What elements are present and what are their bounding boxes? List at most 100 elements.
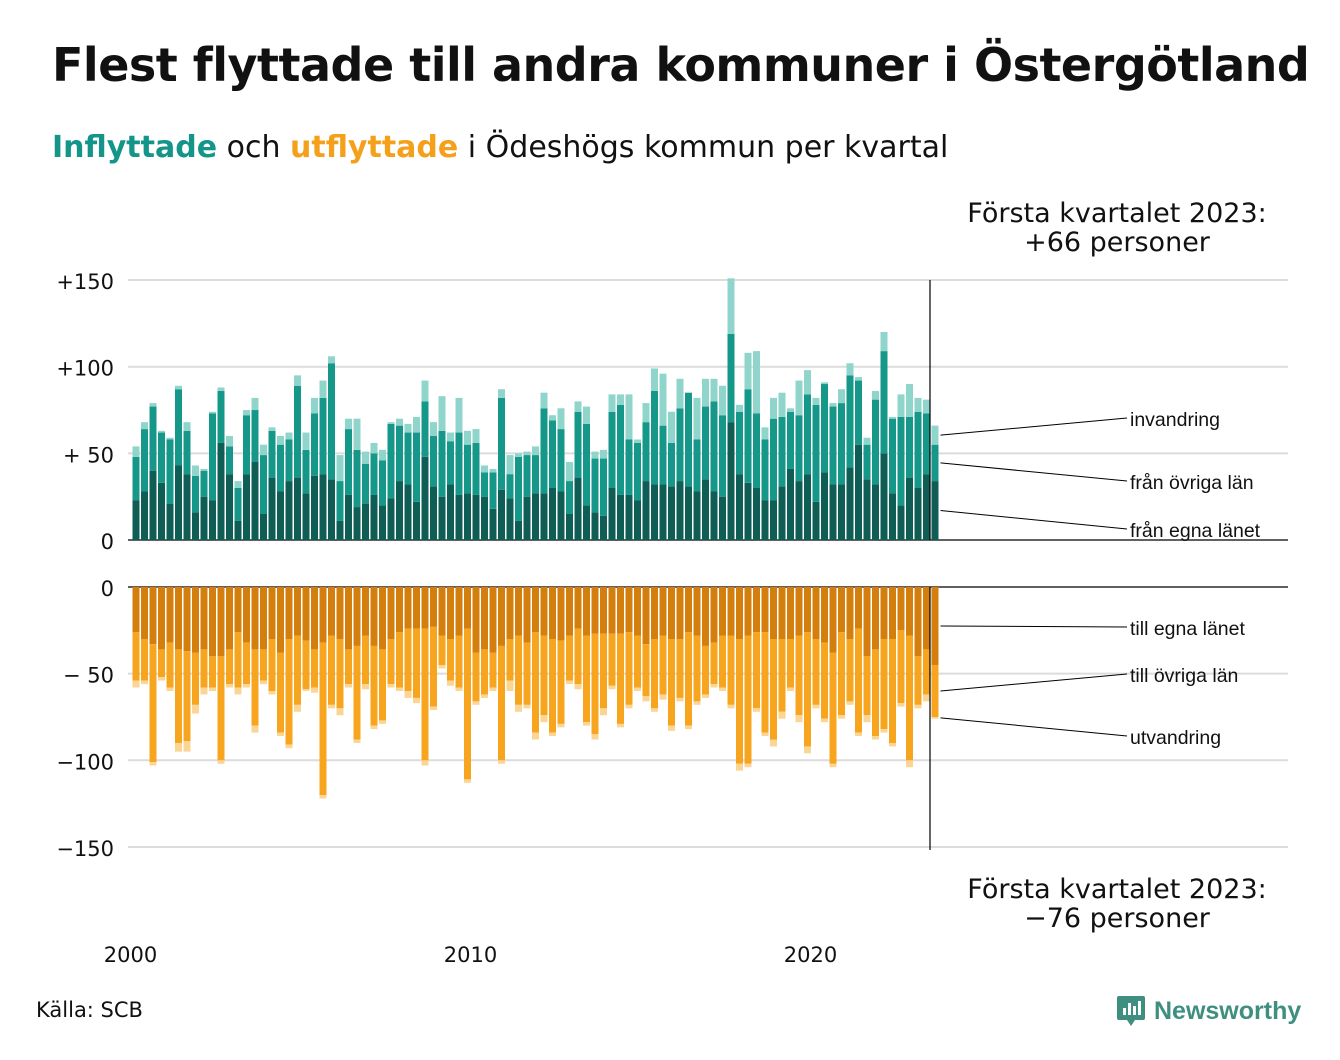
bar-inflow-egna	[379, 505, 386, 540]
bar-inflow-egna	[234, 520, 242, 540]
bar-outflow-ovriga	[260, 649, 267, 681]
bar-inflow-invandring	[294, 375, 301, 386]
bar-inflow-invandring	[889, 416, 896, 419]
bar-inflow-invandring	[617, 394, 624, 405]
bar-outflow-egna	[804, 587, 811, 633]
bar-inflow-ovriga	[404, 432, 412, 485]
bar-outflow-ovriga	[523, 642, 531, 705]
bar-inflow-invandring	[421, 380, 429, 402]
bar-inflow-egna	[761, 500, 769, 540]
bar-outflow-egna	[217, 587, 225, 657]
bar-inflow-invandring	[370, 442, 378, 454]
bar-inflow-egna	[829, 484, 837, 540]
bar-inflow-invandring	[285, 432, 293, 440]
bar-outflow-ovriga	[515, 635, 522, 705]
bar-inflow-ovriga	[872, 399, 879, 485]
bar-inflow-invandring	[855, 377, 862, 381]
bar-outflow-ovriga	[557, 640, 565, 724]
bar-inflow-ovriga	[243, 415, 250, 475]
bar-inflow-egna	[931, 481, 939, 540]
bar-outflow-egna	[889, 587, 896, 639]
bar-inflow-invandring	[659, 373, 667, 426]
bar-outflow-utvandring	[481, 694, 488, 698]
bar-outflow-utvandring	[651, 708, 658, 712]
bar-outflow-egna	[532, 587, 539, 633]
bar-inflow-egna	[285, 481, 293, 540]
bar-outflow-egna	[489, 587, 497, 653]
bar-inflow-invandring	[158, 430, 165, 433]
bar-inflow-ovriga	[753, 413, 760, 489]
bar-outflow-ovriga	[447, 638, 454, 681]
bar-outflow-ovriga	[923, 649, 930, 695]
bar-outflow-utvandring	[821, 718, 828, 723]
y-tick-label-inflow: +100	[56, 357, 114, 381]
bar-inflow-egna	[183, 474, 191, 540]
bar-inflow-ovriga	[566, 481, 573, 515]
bar-inflow-ovriga	[863, 444, 871, 480]
bar-inflow-invandring	[702, 378, 709, 407]
source-label: Källa: SCB	[36, 998, 143, 1022]
bar-inflow-ovriga	[464, 444, 471, 494]
bar-inflow-egna	[506, 498, 514, 540]
bar-outflow-ovriga	[736, 638, 743, 764]
bar-inflow-invandring	[379, 449, 386, 461]
bar-inflow-egna	[447, 484, 454, 540]
bar-outflow-egna	[906, 587, 913, 636]
bar-outflow-ovriga	[200, 649, 208, 688]
bar-outflow-ovriga	[855, 628, 862, 733]
bar-inflow-egna	[251, 462, 259, 540]
bar-inflow-egna	[574, 477, 582, 540]
bar-inflow-egna	[727, 422, 735, 540]
bar-inflow-invandring	[787, 408, 794, 412]
bar-outflow-egna	[192, 587, 199, 653]
bar-outflow-ovriga	[719, 635, 726, 688]
bar-inflow-ovriga	[430, 436, 437, 487]
bar-inflow-egna	[362, 503, 369, 540]
bar-outflow-ovriga	[770, 638, 777, 740]
bar-inflow-egna	[532, 493, 539, 540]
bar-inflow-ovriga	[319, 397, 327, 475]
bar-outflow-egna	[166, 587, 174, 643]
bar-outflow-ovriga	[455, 635, 463, 688]
bar-inflow-egna	[770, 500, 777, 540]
bar-inflow-invandring	[812, 397, 820, 405]
bar-inflow-invandring	[838, 389, 845, 404]
x-tick-label: 2000	[104, 943, 157, 967]
bar-outflow-ovriga	[583, 635, 590, 723]
bar-outflow-egna	[353, 587, 361, 646]
bar-inflow-invandring	[506, 455, 514, 475]
bar-inflow-ovriga	[744, 389, 752, 483]
bar-outflow-utvandring	[421, 760, 429, 766]
bar-inflow-ovriga	[676, 408, 684, 482]
bar-inflow-ovriga	[897, 416, 905, 506]
bar-outflow-ovriga	[872, 649, 879, 737]
bar-inflow-egna	[277, 491, 284, 540]
bar-outflow-egna	[863, 587, 871, 657]
bar-inflow-ovriga	[574, 411, 582, 478]
series-label-till-egna-lanet-leader	[940, 625, 1128, 628]
bar-inflow-invandring	[923, 399, 930, 414]
bar-inflow-egna	[753, 488, 760, 540]
bar-outflow-egna	[175, 587, 182, 650]
bar-inflow-ovriga	[795, 415, 803, 482]
bar-outflow-utvandring	[642, 696, 650, 702]
bar-outflow-egna	[549, 587, 556, 639]
bar-inflow-invandring	[430, 422, 437, 437]
bar-outflow-utvandring	[625, 704, 633, 709]
bar-inflow-invandring	[532, 446, 539, 456]
bar-inflow-ovriga	[328, 363, 335, 480]
y-tick-label-outflow: −100	[56, 750, 114, 774]
bar-outflow-utvandring	[872, 736, 879, 740]
bar-inflow-invandring	[523, 451, 531, 456]
bar-outflow-egna	[829, 587, 837, 653]
bar-outflow-ovriga	[846, 638, 854, 702]
bar-outflow-utvandring	[217, 760, 225, 764]
bar-outflow-egna	[566, 587, 573, 636]
bar-outflow-egna	[472, 587, 480, 653]
bar-inflow-invandring	[260, 444, 267, 456]
bar-outflow-ovriga	[574, 628, 582, 685]
bar-outflow-egna	[362, 587, 369, 636]
bar-outflow-utvandring	[506, 680, 514, 691]
annotation-outflow-line2: −76 personer	[1024, 903, 1211, 934]
